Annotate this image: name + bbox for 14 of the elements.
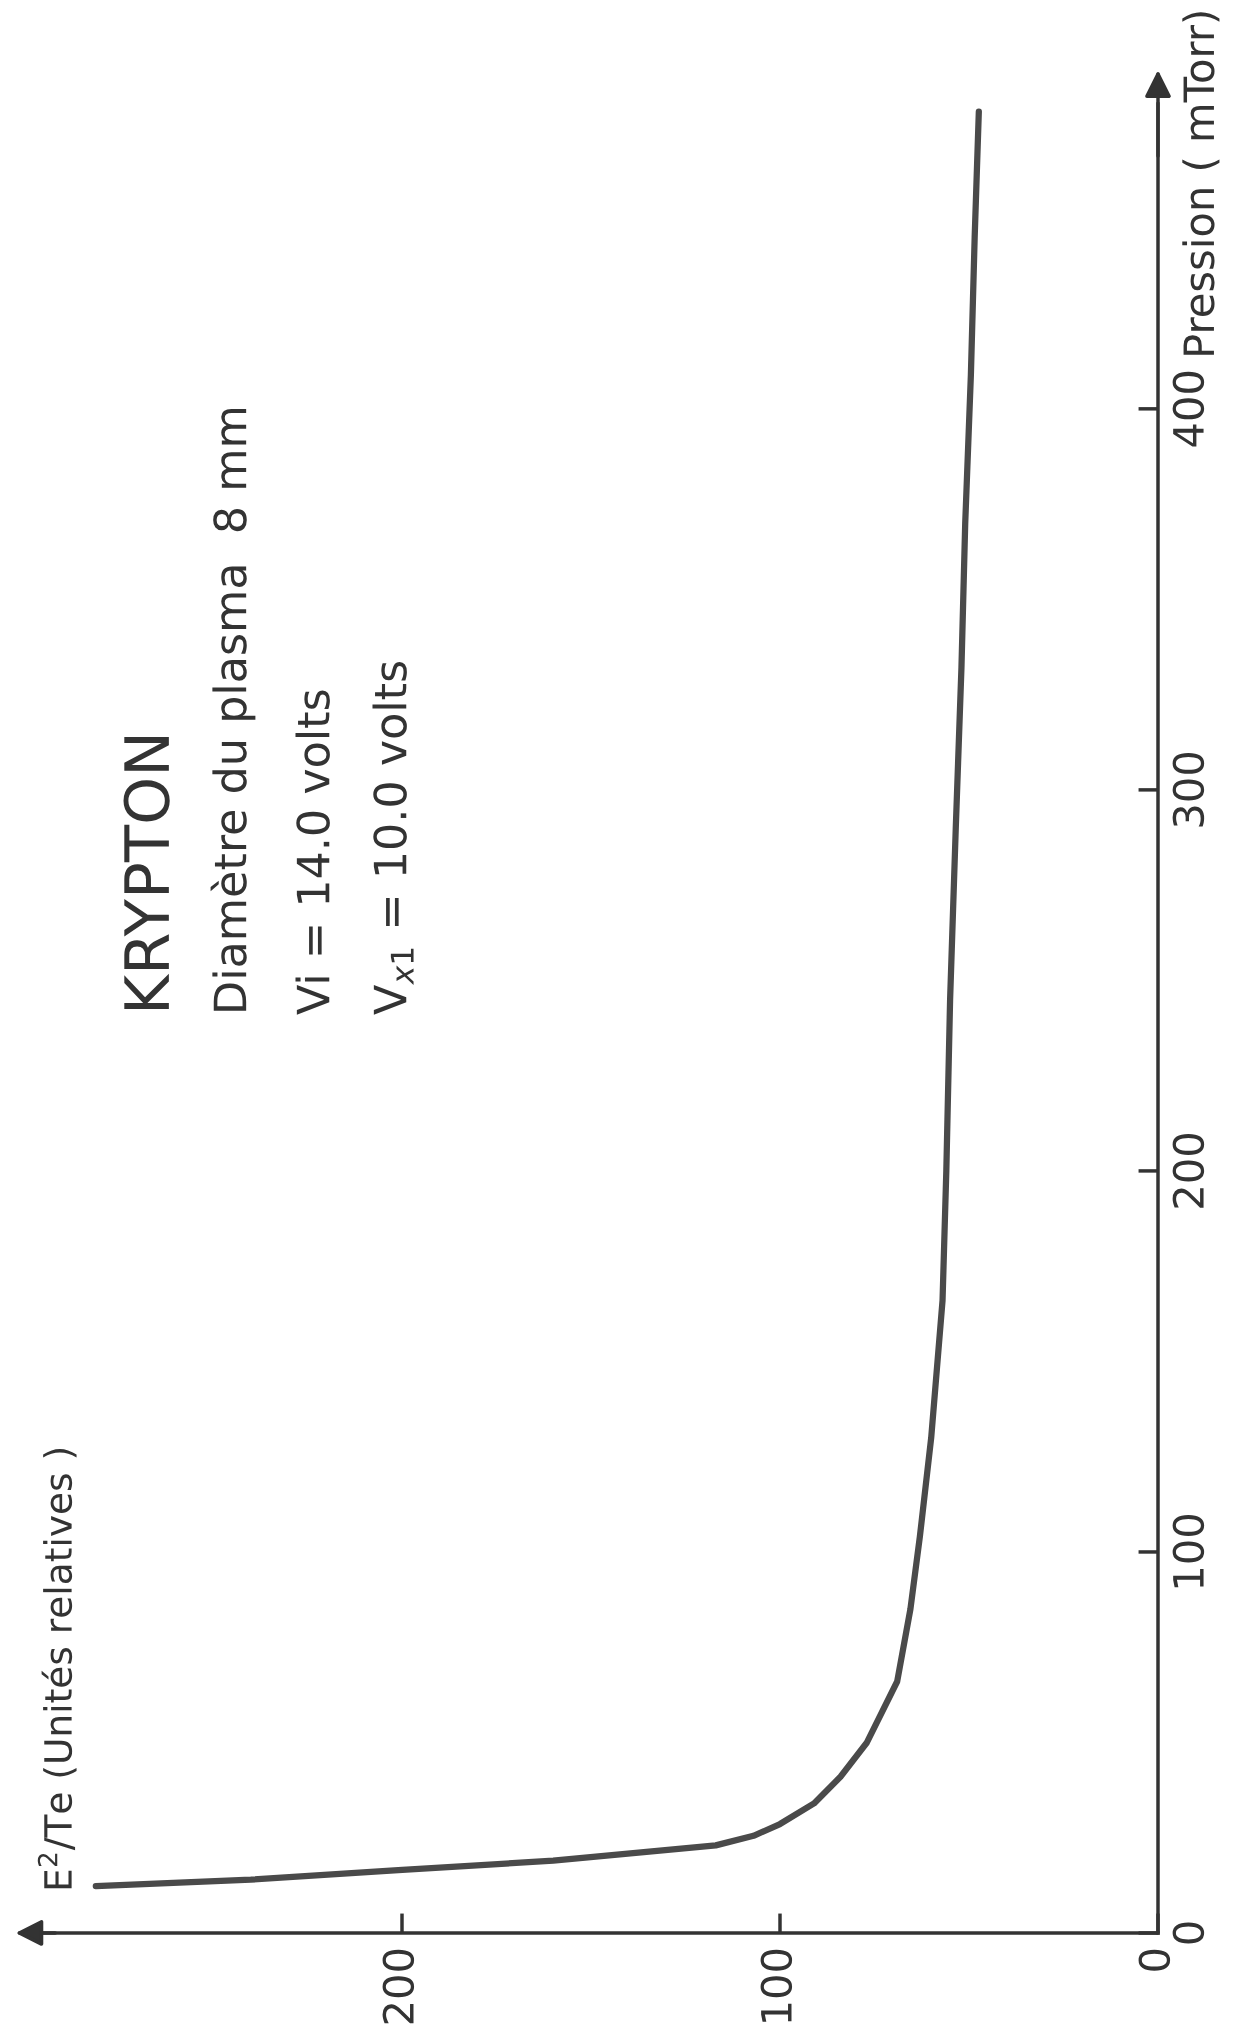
y-tick-label: 400 [1172,371,1205,447]
annotation: KRYPTON [123,737,170,1009]
y-tick-label: 200 [1172,1133,1205,1208]
annotation: Vi = 14.0 volts [295,690,330,1015]
y-tick-label: 100 [1172,1514,1205,1588]
y-tick-label: 300 [1172,752,1205,827]
x-tick-label: 100 [760,1949,793,2022]
y-axis-title: Pression ( mTorr) [1182,12,1220,355]
annotation: Diamètre du plasma 8 mm [210,408,256,1011]
x-tick-label: 200 [382,1949,415,2024]
y-tick-label: 0 [1172,1922,1205,1944]
annotation: V$_{x1}$ = 10.0 volts [372,661,414,1015]
x-tick-label: 0 [1138,1949,1171,1971]
annotation: E$^{2}$/Te (Unités relatives ) [37,1449,77,1889]
